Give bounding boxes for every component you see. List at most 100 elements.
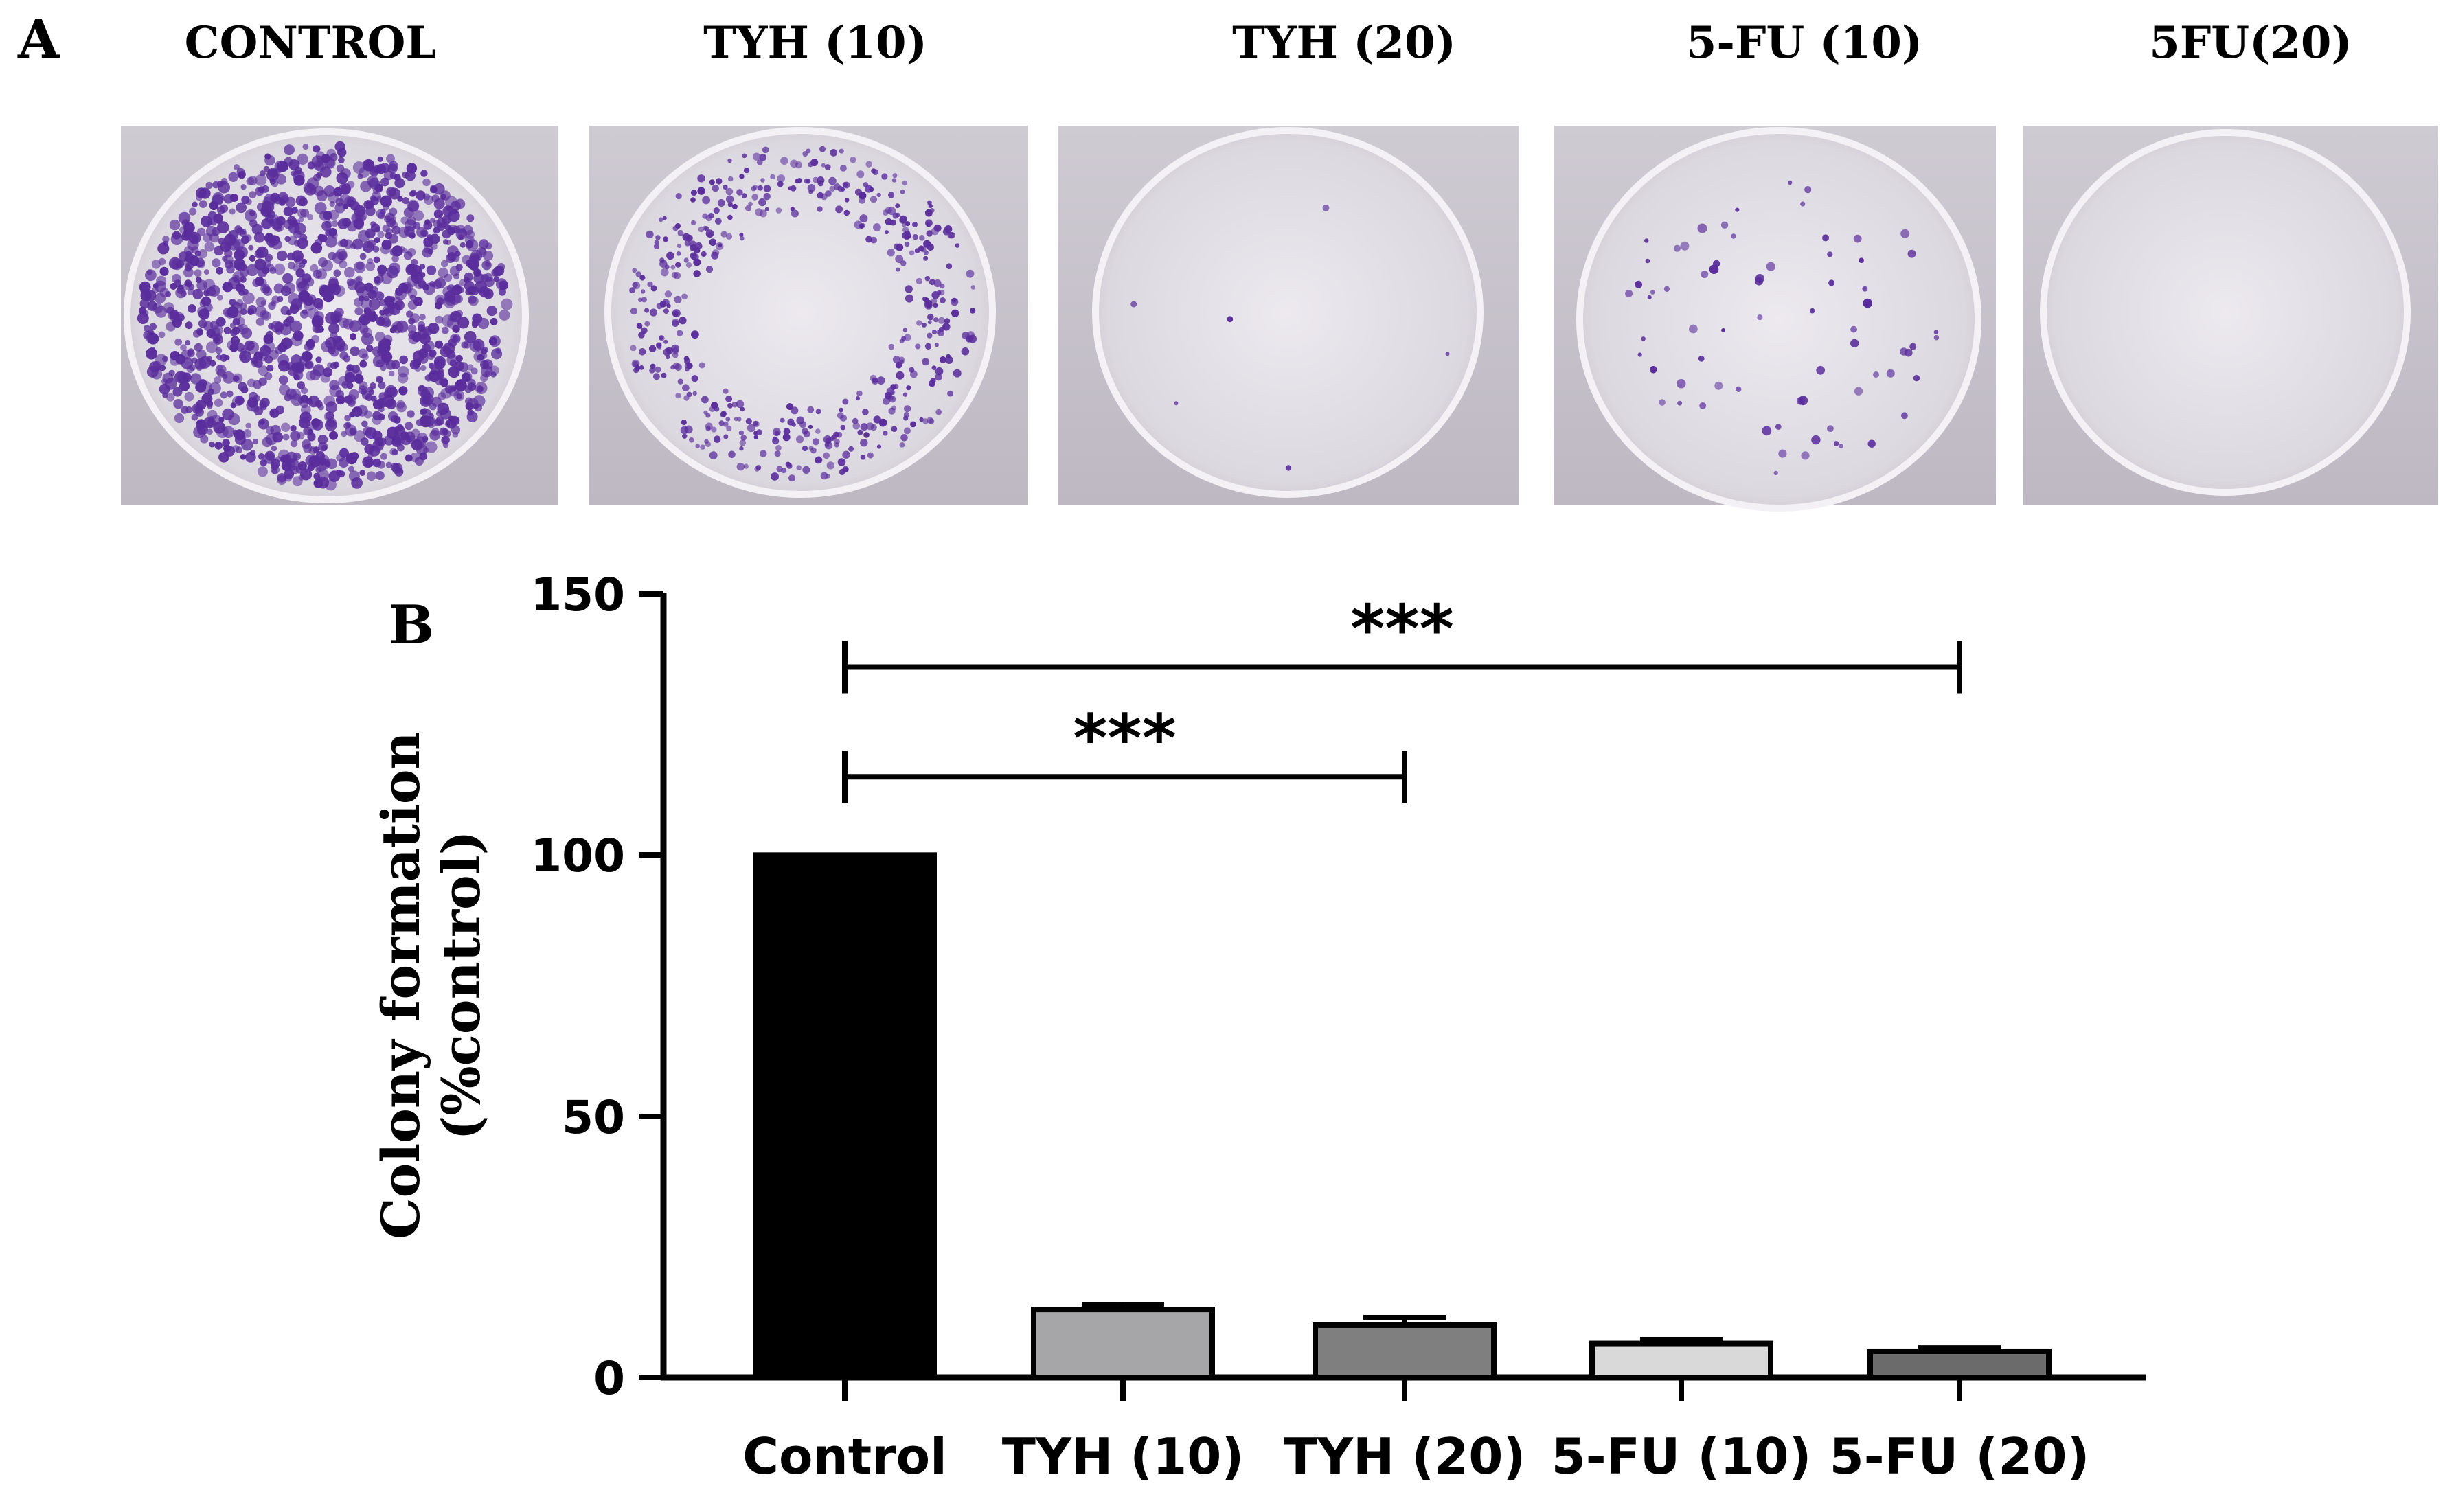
colony-dot	[407, 264, 417, 274]
colony-dot	[660, 268, 669, 277]
colony-dot	[246, 264, 259, 277]
colony-dot	[802, 445, 808, 452]
colony-dot	[232, 445, 240, 453]
colony-dot	[174, 371, 187, 384]
colony-dot	[1757, 314, 1763, 321]
colony-dot	[178, 211, 191, 225]
significance-bracket-control-vs-tyh-20	[842, 751, 1407, 803]
colony-dot	[692, 391, 697, 396]
colony-dot	[693, 247, 701, 254]
colony-dot	[825, 190, 832, 197]
colony-dot	[425, 441, 438, 453]
colony-dot	[227, 238, 240, 251]
colony-dot	[700, 444, 705, 450]
colony-dot	[174, 413, 185, 424]
colony-dot	[435, 416, 445, 426]
colony-dot	[468, 295, 477, 304]
colony-dot	[899, 215, 907, 223]
colony-dot	[1647, 295, 1652, 300]
colony-dot	[1801, 451, 1810, 460]
colony-dot	[902, 328, 908, 332]
colony-dot	[192, 288, 203, 299]
colony-dot	[467, 364, 474, 371]
colony-dot	[915, 343, 921, 350]
colony-dot	[1735, 207, 1740, 212]
colony-dot	[360, 298, 372, 310]
colony-dot	[1644, 238, 1649, 243]
colony-dot	[339, 238, 349, 248]
colony-dot	[725, 233, 733, 240]
colony-dot	[144, 290, 157, 302]
colony-dot	[307, 214, 314, 220]
colony-dot	[315, 400, 323, 408]
colony-dot	[850, 157, 856, 163]
colony-dot	[885, 207, 892, 214]
colony-dot	[786, 403, 793, 411]
colony-dot	[365, 206, 376, 216]
colony-dot	[350, 333, 356, 341]
colony-dot	[1698, 355, 1705, 362]
colony-dot	[485, 290, 491, 297]
colony-dot	[446, 205, 452, 211]
colony-dot	[160, 268, 167, 276]
colony-dot	[316, 302, 324, 310]
colony-dot	[962, 332, 970, 340]
colony-dot	[273, 263, 286, 275]
colony-dot	[280, 306, 290, 315]
colony-dot	[373, 276, 381, 284]
colony-dot	[264, 253, 273, 262]
colony-dot	[772, 436, 777, 441]
colony-dot	[278, 375, 288, 385]
colony-dot	[727, 403, 733, 409]
colony-dot	[332, 361, 340, 368]
colony-dot	[906, 385, 911, 391]
colony-dot	[731, 203, 738, 209]
colony-dot	[329, 201, 335, 207]
colony-dot	[421, 343, 431, 353]
colony-dot	[446, 350, 456, 359]
colony-dot	[703, 410, 708, 415]
colony-dot	[336, 164, 345, 173]
colony-dot	[790, 206, 795, 211]
colony-dot	[815, 409, 821, 415]
colony-dot	[751, 186, 757, 192]
colony-dot	[147, 301, 157, 311]
colony-dot	[900, 189, 905, 194]
colony-dot	[727, 176, 734, 182]
colony-dot	[478, 247, 486, 255]
colony-dot	[305, 277, 315, 287]
colony-dot	[445, 253, 455, 264]
colony-dot	[639, 275, 646, 281]
colony-dot	[762, 146, 769, 154]
colony-dot	[969, 308, 976, 314]
colony-dot	[326, 458, 338, 470]
colony-dot	[331, 220, 339, 227]
colony-dot	[149, 361, 161, 373]
colony-dot	[181, 406, 189, 414]
colony-dot	[159, 365, 166, 371]
colony-dot	[796, 435, 804, 444]
colony-dot	[229, 322, 236, 329]
colony-dot	[260, 284, 271, 294]
colony-dot	[936, 330, 941, 335]
colony-dot	[1778, 449, 1787, 458]
colony-dot	[1677, 379, 1686, 389]
colony-dot	[364, 444, 374, 455]
colony-dot	[698, 362, 705, 369]
colony-dot	[380, 364, 387, 371]
plate-label-control: CONTROL	[185, 17, 437, 69]
colony-dot	[299, 233, 308, 242]
colony-dot	[760, 450, 767, 457]
colony-dot	[308, 446, 317, 455]
panel-b-letter: B	[389, 594, 434, 656]
colony-dot	[697, 187, 705, 195]
colony-dot	[307, 428, 314, 435]
colony-dot	[369, 298, 380, 310]
colony-dot	[345, 453, 358, 465]
x-tick-label-tyh-20: TYH (20)	[1284, 1428, 1526, 1485]
colony-dot	[419, 333, 431, 345]
colony-dot	[636, 323, 643, 329]
colony-dot	[635, 271, 641, 277]
colony-dot	[320, 166, 332, 178]
colony-dot	[448, 366, 460, 378]
